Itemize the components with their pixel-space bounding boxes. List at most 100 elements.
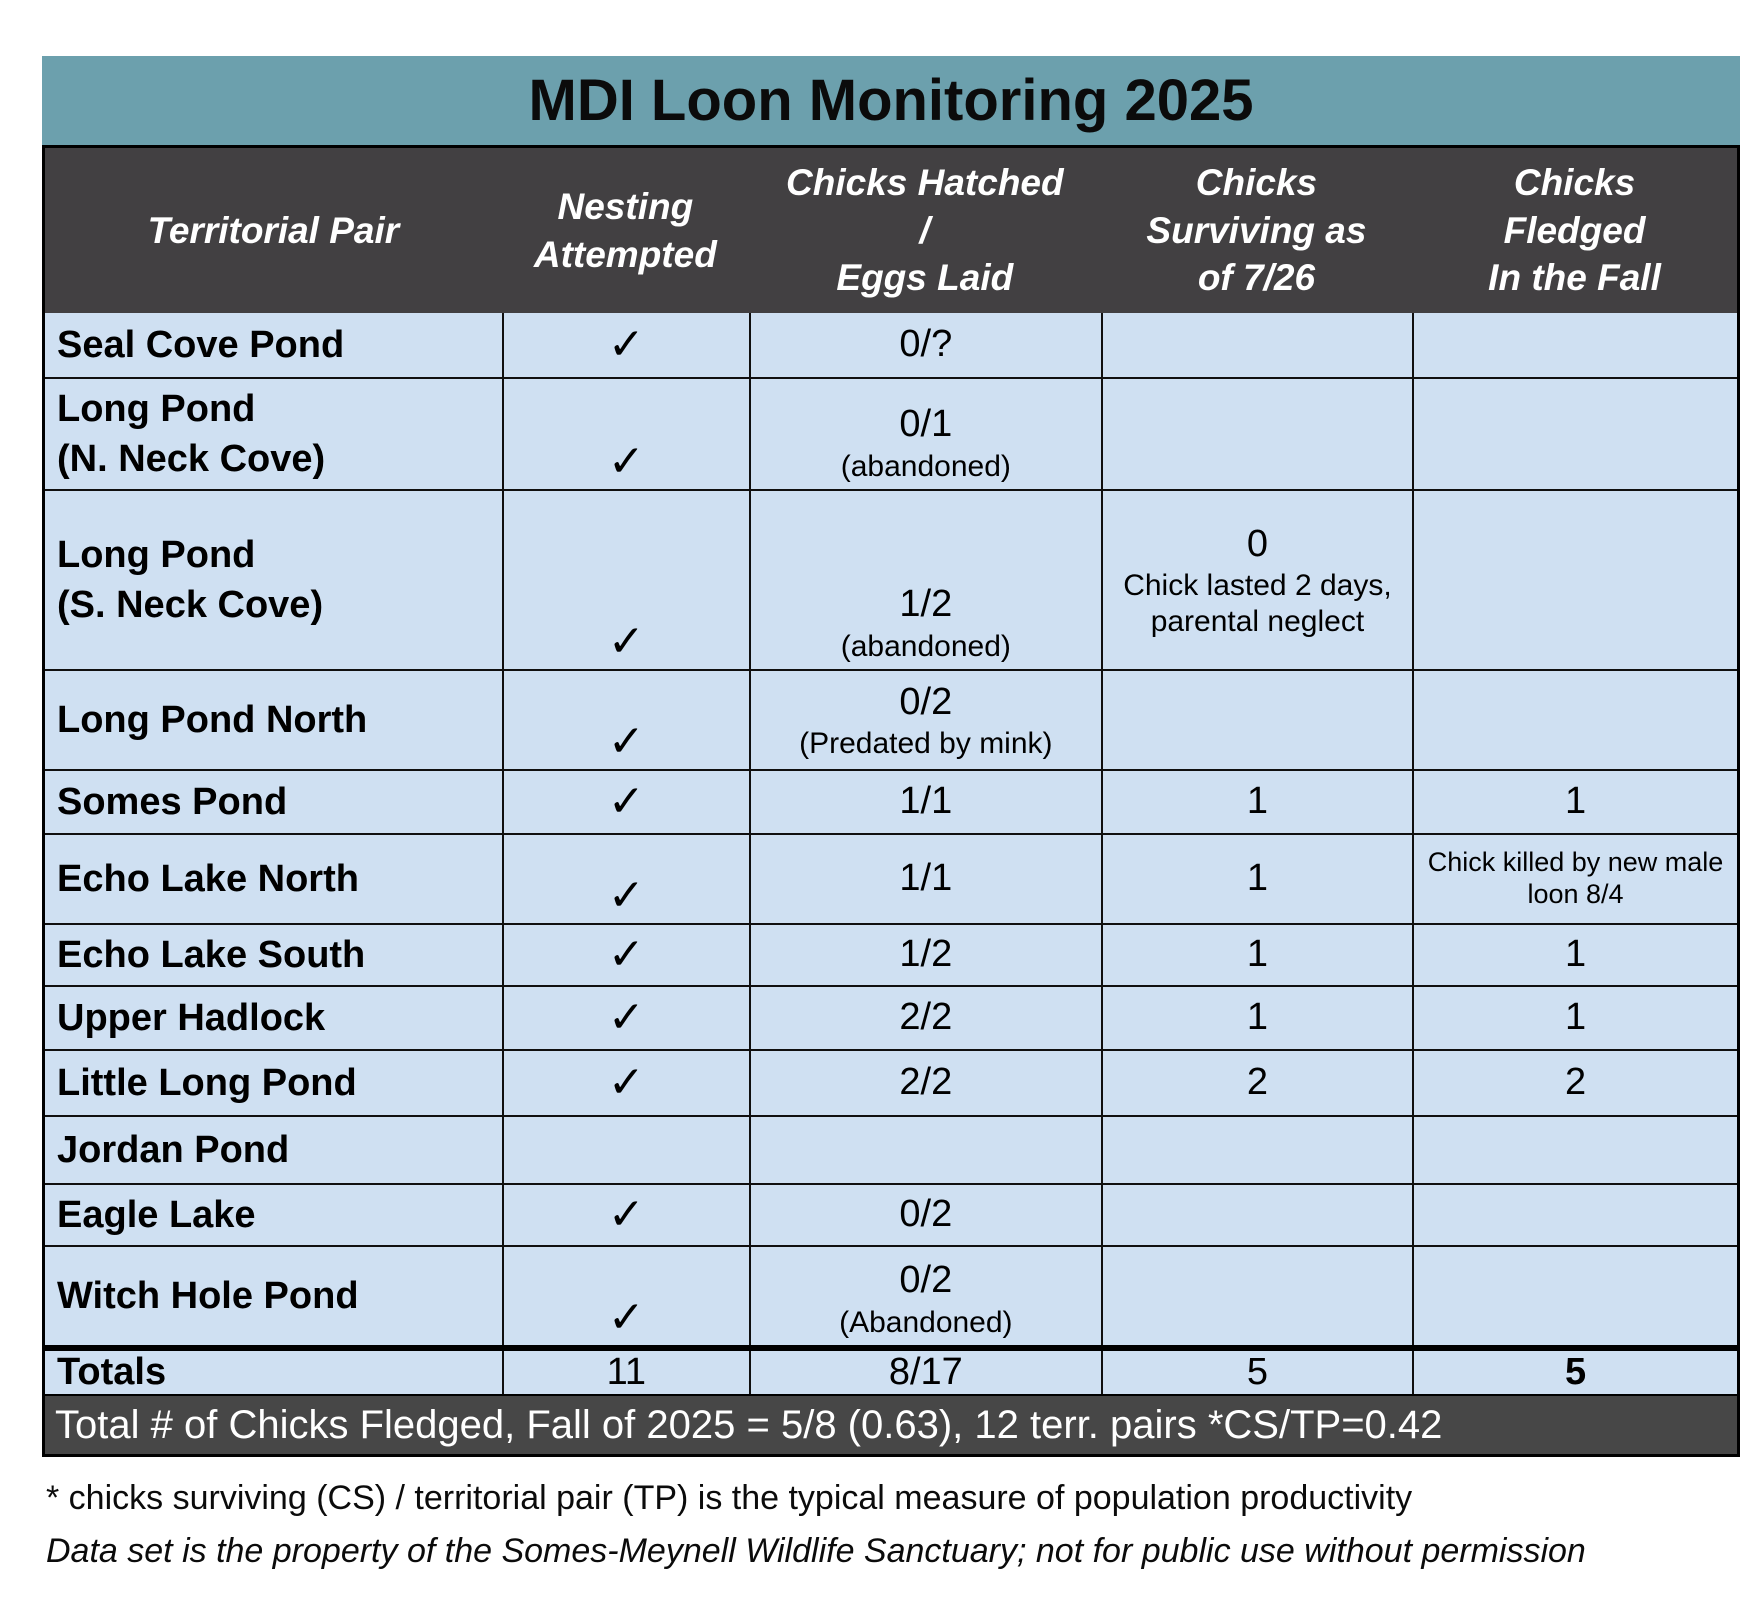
checkmark-icon: ✓ bbox=[607, 871, 645, 920]
checkmark-icon: ✓ bbox=[607, 993, 645, 1042]
cell-chicks-fledged bbox=[1412, 1185, 1737, 1245]
cell-nesting-attempted: ✓ bbox=[501, 835, 749, 923]
table-row: Witch Hole Pond ✓ 0/2 (Abandoned) bbox=[45, 1245, 1737, 1345]
chicks-hatched-note: (Abandoned) bbox=[839, 1305, 1013, 1339]
chicks-fledged-value: 1 bbox=[1564, 996, 1587, 1039]
cell-chicks-hatched: 0/2 bbox=[748, 1185, 1101, 1245]
cell-pond-name: Witch Hole Pond bbox=[45, 1247, 502, 1345]
chicks-fledged-value: 1 bbox=[1564, 780, 1587, 823]
table-row: Upper Hadlock ✓ 2/2 1 1 bbox=[45, 985, 1737, 1049]
footnote-copyright: Data set is the property of the Somes-Me… bbox=[46, 1531, 1586, 1570]
totals-row: Totals 11 8/17 5 5 bbox=[45, 1345, 1737, 1394]
cell-chicks-surviving: 0 Chick lasted 2 days, parental neglect bbox=[1100, 491, 1412, 669]
chicks-surviving-value: 1 bbox=[1246, 857, 1268, 900]
chicks-fledged-note: Chick killed by new male loon 8/4 bbox=[1427, 847, 1724, 909]
header-line: Chicks bbox=[1513, 162, 1636, 204]
chicks-hatched-value: 0/1 bbox=[899, 403, 953, 446]
cell-chicks-surviving bbox=[1100, 1247, 1412, 1345]
chicks-hatched-value: 1/2 bbox=[899, 933, 953, 976]
cell-pond-name: Long Pond (N. Neck Cove) bbox=[45, 379, 502, 489]
table-row: Eagle Lake ✓ 0/2 bbox=[45, 1183, 1737, 1245]
header-line: In the Fall bbox=[1488, 257, 1661, 299]
chicks-hatched-value: 0/2 bbox=[899, 1193, 953, 1236]
totals-chicks-surviving: 5 bbox=[1100, 1351, 1412, 1394]
cell-chicks-hatched: 0/1 (abandoned) bbox=[748, 379, 1101, 489]
cell-nesting-attempted: ✓ bbox=[501, 1247, 749, 1345]
chicks-hatched-value: 2/2 bbox=[899, 1061, 953, 1104]
cell-chicks-hatched: 1/2 (abandoned) bbox=[748, 491, 1101, 669]
table-row: Long Pond North ✓ 0/2 (Predated by mink) bbox=[45, 669, 1737, 769]
checkmark-icon: ✓ bbox=[607, 717, 645, 766]
cell-pond-name: Echo Lake North bbox=[45, 835, 502, 923]
cell-pond-name: Jordan Pond bbox=[45, 1117, 502, 1183]
pond-name-line: Seal Cove Pond bbox=[57, 323, 345, 366]
checkmark-icon: ✓ bbox=[607, 437, 645, 486]
header-line: / bbox=[919, 209, 930, 251]
cell-chicks-fledged bbox=[1412, 671, 1737, 769]
cell-chicks-surviving: 1 bbox=[1100, 925, 1412, 985]
cell-chicks-surviving bbox=[1100, 1185, 1412, 1245]
cell-chicks-fledged bbox=[1412, 1117, 1737, 1183]
cell-pond-name: Upper Hadlock bbox=[45, 987, 502, 1049]
table-row: Long Pond (S. Neck Cove) ✓ 1/2 (abandoned) 0 C… bbox=[45, 489, 1737, 669]
pond-name-line: Echo Lake North bbox=[57, 857, 359, 900]
checkmark-icon: ✓ bbox=[607, 1293, 645, 1342]
cell-nesting-attempted: ✓ bbox=[501, 771, 749, 833]
checkmark-icon: ✓ bbox=[607, 617, 645, 666]
pond-name-line: Echo Lake South bbox=[57, 933, 366, 976]
cell-chicks-surviving: 1 bbox=[1100, 771, 1412, 833]
cell-chicks-hatched: 2/2 bbox=[748, 1051, 1101, 1115]
header-cell-chicks-fledged: Chicks Fledged In the Fall bbox=[1412, 148, 1737, 313]
cell-pond-name: Little Long Pond bbox=[45, 1051, 502, 1115]
cell-chicks-fledged: 1 bbox=[1412, 771, 1737, 833]
chicks-hatched-value: 2/2 bbox=[899, 996, 953, 1039]
chicks-hatched-note: (abandoned) bbox=[840, 449, 1011, 483]
summary-bar: Total # of Chicks Fledged, Fall of 2025 … bbox=[45, 1394, 1737, 1454]
cell-nesting-attempted: ✓ bbox=[501, 671, 749, 769]
cell-chicks-surviving: 1 bbox=[1100, 987, 1412, 1049]
pond-name-line: Long Pond North bbox=[57, 698, 368, 741]
header-row: Territorial Pair Nesting Attempted Chicks H… bbox=[45, 148, 1737, 313]
cell-chicks-hatched: 0/2 (Predated by mink) bbox=[748, 671, 1101, 769]
footnotes: * chicks surviving (CS) / territorial pa… bbox=[46, 1472, 1706, 1577]
pond-name-line: Eagle Lake bbox=[57, 1193, 256, 1236]
cell-nesting-attempted: ✓ bbox=[501, 925, 749, 985]
cell-chicks-surviving bbox=[1100, 313, 1412, 377]
header-line: Territorial Pair bbox=[147, 209, 400, 251]
cell-chicks-fledged bbox=[1412, 1247, 1737, 1345]
pond-name-line: Witch Hole Pond bbox=[57, 1274, 359, 1317]
summary-text: Total # of Chicks Fledged, Fall of 2025 … bbox=[55, 1402, 1443, 1447]
checkmark-icon: ✓ bbox=[607, 1190, 645, 1239]
cell-chicks-fledged: 1 bbox=[1412, 987, 1737, 1049]
cell-chicks-surviving bbox=[1100, 379, 1412, 489]
cell-chicks-fledged bbox=[1412, 313, 1737, 377]
cell-chicks-fledged bbox=[1412, 491, 1737, 669]
cell-chicks-surviving: 2 bbox=[1100, 1051, 1412, 1115]
cell-chicks-fledged: 1 bbox=[1412, 925, 1737, 985]
cell-chicks-hatched: 1/2 bbox=[748, 925, 1101, 985]
chicks-fledged-value: 2 bbox=[1564, 1061, 1587, 1104]
header-line: Chicks Hatched bbox=[786, 162, 1064, 204]
pond-name-line: Long Pond bbox=[57, 387, 256, 430]
header-line: of 7/26 bbox=[1197, 257, 1316, 299]
cell-chicks-hatched: 1/1 bbox=[748, 835, 1101, 923]
header-line: Eggs Laid bbox=[836, 257, 1014, 299]
loon-monitoring-table: MDI Loon Monitoring 2025 Territorial Pai… bbox=[42, 56, 1740, 1457]
table-row: Long Pond (N. Neck Cove) ✓ 0/1 (abandoned) bbox=[45, 377, 1737, 489]
table-title: MDI Loon Monitoring 2025 bbox=[528, 68, 1254, 133]
table-row: Little Long Pond ✓ 2/2 2 2 bbox=[45, 1049, 1737, 1115]
cell-chicks-surviving bbox=[1100, 671, 1412, 769]
cell-chicks-hatched: 1/1 bbox=[748, 771, 1101, 833]
chicks-fledged-value: 1 bbox=[1564, 933, 1587, 976]
cell-nesting-attempted: ✓ bbox=[501, 1051, 749, 1115]
header-line: Attempted bbox=[533, 233, 717, 275]
chicks-hatched-note: (Predated by mink) bbox=[799, 727, 1053, 761]
totals-chicks-fledged: 5 bbox=[1412, 1351, 1737, 1394]
cell-chicks-fledged bbox=[1412, 379, 1737, 489]
chicks-surviving-value: 1 bbox=[1246, 780, 1268, 823]
checkmark-icon: ✓ bbox=[607, 1058, 645, 1107]
cell-pond-name: Long Pond North bbox=[45, 671, 502, 769]
cell-pond-name: Echo Lake South bbox=[45, 925, 502, 985]
chicks-hatched-value: 1/1 bbox=[899, 780, 953, 823]
totals-label: Totals bbox=[57, 1351, 167, 1393]
